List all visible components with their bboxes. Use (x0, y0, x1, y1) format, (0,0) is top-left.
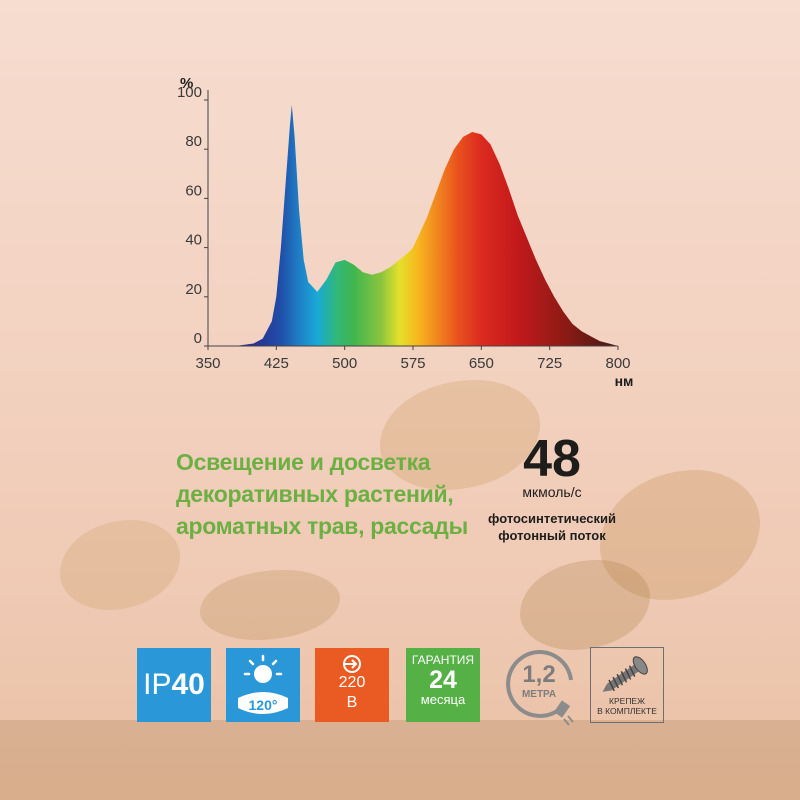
photon-flux-desc-line-2: фотонный поток (498, 528, 606, 543)
photon-flux-block: 48 мкмоль/с фотосинтетический фотонный п… (462, 430, 642, 544)
ip-rating-value: 40 (171, 668, 205, 701)
y-tick-label: 20 (185, 281, 202, 298)
ip-rating-badge: IP40 (137, 648, 211, 722)
mounting-kit-label: КРЕПЕЖ В КОМПЛЕКТЕ (591, 696, 663, 716)
voltage-value: 220 (338, 674, 366, 691)
x-tick-label: 350 (195, 355, 220, 372)
spectrum-chart: % 0 20 40 60 80 100 350 425 500 575 650 725 800 нм (150, 70, 650, 390)
photon-flux-unit: мкмоль/с (522, 484, 582, 500)
mounting-kit-line-2: В КОМПЛЕКТЕ (597, 706, 657, 716)
x-axis-label: нм (615, 373, 634, 389)
spectrum-area (235, 104, 619, 347)
warranty-value: 24 (429, 666, 457, 694)
x-tick-label: 800 (605, 355, 630, 372)
cable-length-value: 1,2 (522, 661, 555, 688)
beam-angle-value: 120° (249, 697, 278, 713)
y-tick-label: 100 (177, 84, 202, 101)
mounting-kit-badge: КРЕПЕЖ В КОМПЛЕКТЕ (590, 647, 664, 723)
feature-icons: IP40 120° 220 В ГАРАНТИЯ 24 месяца (0, 647, 800, 728)
headline-line-3: ароматных трав, рассады (176, 513, 468, 539)
cable-length-badge: 1,2 МЕТРА (493, 644, 583, 734)
headline-line-2: декоративных растений, (176, 481, 454, 507)
y-tick-label: 80 (185, 133, 202, 150)
x-tick-label: 575 (400, 355, 425, 372)
x-tick-label: 425 (264, 355, 289, 372)
y-axis-label: % (180, 75, 193, 92)
cable-icon: 1,2 МЕТРА (506, 649, 574, 726)
beam-angle-badge: 120° (226, 648, 300, 722)
sun-icon: 120° (238, 654, 288, 714)
warranty-badge: ГАРАНТИЯ 24 месяца (406, 648, 480, 722)
y-tick-label: 60 (185, 182, 202, 199)
ip-rating-prefix: IP (143, 668, 172, 701)
x-tick-label: 500 (332, 355, 357, 372)
x-tick-label: 650 (469, 355, 494, 372)
headline-line-1: Освещение и досветка (176, 449, 431, 475)
voltage-unit: В (346, 694, 358, 711)
x-tick-label: 725 (537, 355, 562, 372)
headline: Освещение и досветка декоративных растен… (176, 446, 476, 542)
y-tick-label: 0 (194, 330, 202, 347)
photon-flux-desc-line-1: фотосинтетический (488, 511, 616, 526)
screw-icon (602, 656, 648, 692)
mounting-kit-line-1: КРЕПЕЖ (609, 696, 645, 706)
y-tick-label: 40 (185, 232, 202, 249)
cable-length-unit: МЕТРА (522, 689, 556, 700)
warranty-label: ГАРАНТИЯ (411, 653, 475, 667)
warranty-unit: месяца (420, 692, 466, 707)
photon-flux-description: фотосинтетический фотонный поток (462, 510, 642, 544)
voltage-badge: 220 В (315, 648, 389, 722)
photon-flux-value: 48 (523, 430, 581, 488)
power-plug-icon (343, 655, 361, 673)
